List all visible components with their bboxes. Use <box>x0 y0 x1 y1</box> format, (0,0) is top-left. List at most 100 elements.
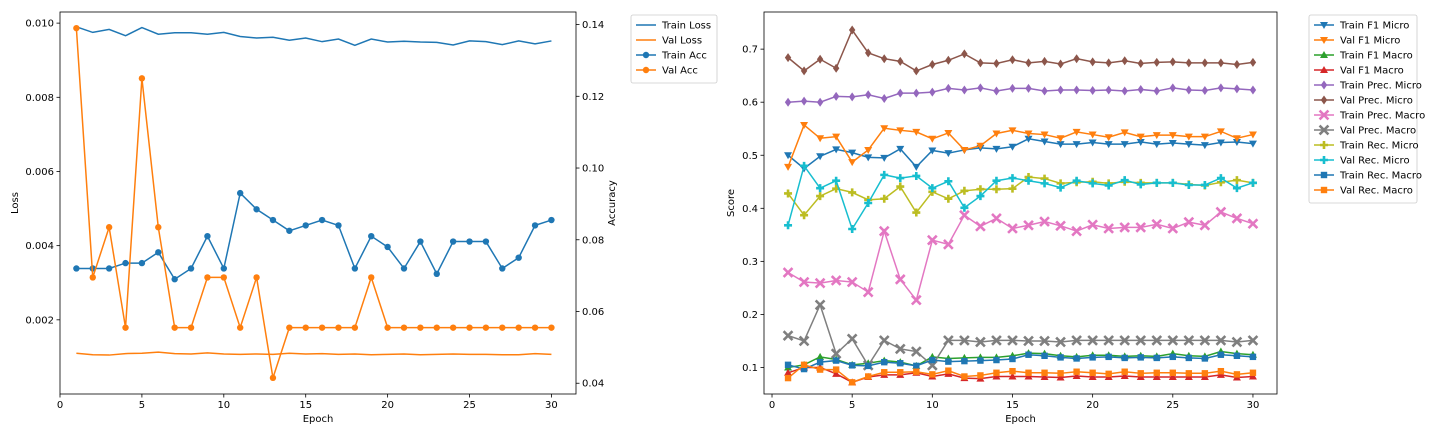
data-point <box>975 221 986 232</box>
data-point <box>1167 335 1179 346</box>
data-point <box>800 96 808 106</box>
legend-label: Train Prec. Micro <box>1339 81 1422 92</box>
data-point <box>1136 373 1145 381</box>
series-train-acc <box>73 189 555 283</box>
data-point <box>896 145 905 153</box>
data-point <box>1008 184 1017 193</box>
data-point <box>187 265 195 272</box>
legend-swatch-marker <box>1320 171 1328 179</box>
data-point <box>814 277 826 289</box>
data-point <box>531 222 539 229</box>
data-point <box>1008 372 1017 380</box>
data-point <box>800 122 809 130</box>
data-point <box>1025 58 1032 68</box>
data-point <box>814 299 826 311</box>
data-point <box>335 222 342 229</box>
chart-scores: 0 5 10 15 20 25 30 0.1 0.2 0.3 0.4 0.5 0.6 0.7 Epoch Sc… <box>726 11 1278 425</box>
data-point <box>1248 131 1257 139</box>
legend-label: Train Prec. Macro <box>1339 111 1425 122</box>
data-point <box>944 177 953 186</box>
data-point <box>1136 138 1145 146</box>
series-train-rec-macro <box>784 351 1257 373</box>
data-point <box>929 356 936 364</box>
data-point <box>302 324 309 331</box>
data-point <box>1167 223 1179 234</box>
y-tick-label: 0.006 <box>25 167 54 178</box>
data-point <box>977 83 984 93</box>
data-point <box>1119 335 1131 346</box>
series-line-train-acc <box>76 191 552 281</box>
plot-frame <box>763 11 1278 395</box>
data-point <box>880 125 889 133</box>
data-point <box>1104 134 1113 142</box>
data-point <box>816 153 825 161</box>
data-point <box>944 194 953 203</box>
data-point <box>929 371 936 378</box>
data-point <box>1200 373 1209 381</box>
data-point <box>961 49 968 59</box>
series-line-train-f1-micro <box>787 138 1254 170</box>
series-val-f1-micro <box>784 122 1257 171</box>
data-point <box>1248 372 1257 380</box>
data-point <box>800 361 808 369</box>
data-point <box>1217 351 1225 358</box>
data-point <box>138 75 146 82</box>
data-point <box>1057 59 1064 69</box>
data-point <box>961 373 968 380</box>
data-point <box>1216 370 1225 378</box>
data-point <box>848 379 856 386</box>
data-point <box>1249 57 1257 67</box>
data-point <box>878 335 890 346</box>
data-point <box>1056 135 1065 143</box>
data-point <box>960 203 969 212</box>
plot-frame <box>59 11 577 395</box>
data-point <box>1121 368 1128 375</box>
data-point <box>286 227 293 234</box>
legend-label: Train Rec. Micro <box>1339 141 1419 152</box>
data-point <box>1089 369 1096 376</box>
data-point <box>816 54 824 64</box>
data-point <box>286 324 293 331</box>
data-point <box>1217 367 1225 375</box>
data-point <box>880 170 889 179</box>
data-point <box>1072 176 1081 185</box>
data-point <box>1136 180 1145 189</box>
data-point <box>928 147 937 155</box>
series-line-train-prec-macro <box>787 211 1254 302</box>
data-point <box>1185 85 1193 95</box>
data-point <box>1105 353 1112 361</box>
data-point <box>1056 141 1065 149</box>
legend-entry-train-loss: Train Loss <box>636 21 711 32</box>
x-tick-label: 30 <box>545 400 558 411</box>
data-point <box>105 224 113 231</box>
data-point <box>798 335 810 347</box>
x-tick-label: 0 <box>57 400 63 411</box>
data-point <box>1184 133 1193 141</box>
data-point <box>1120 176 1129 185</box>
data-point <box>1201 370 1209 377</box>
series-line-val-loss <box>76 351 552 356</box>
data-point <box>1249 369 1257 376</box>
x-tick-label: 20 <box>381 400 394 411</box>
data-point <box>1199 335 1211 346</box>
data-point <box>881 54 888 64</box>
data-point <box>881 358 888 366</box>
data-point <box>913 66 920 76</box>
data-point <box>1217 83 1225 93</box>
legend-entry-train-f1-macro: Train F1 Macro <box>1314 51 1413 62</box>
data-point <box>204 232 211 240</box>
data-point <box>784 97 792 107</box>
data-point <box>1216 139 1225 147</box>
series-line-val-f1-micro <box>787 123 1254 168</box>
data-point <box>1199 219 1211 231</box>
data-point <box>910 346 922 357</box>
data-point <box>1215 335 1227 346</box>
legend-entry-val-acc: Val Acc <box>636 66 698 77</box>
data-point <box>499 265 506 272</box>
data-point <box>832 91 840 101</box>
data-point <box>1153 354 1160 362</box>
data-point <box>846 333 858 345</box>
data-point <box>1057 370 1064 377</box>
data-point <box>1024 372 1033 380</box>
data-point <box>945 367 952 374</box>
